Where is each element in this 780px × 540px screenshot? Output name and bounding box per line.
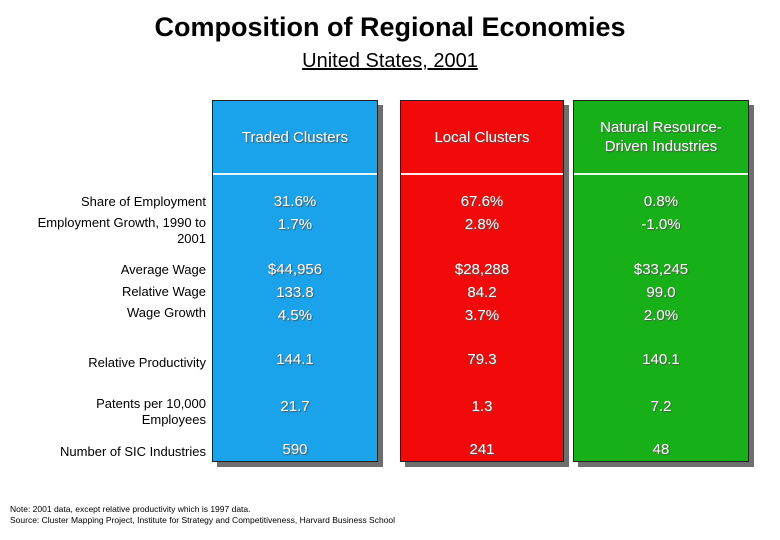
footnote-note: Note: 2001 data, except relative product…: [10, 504, 251, 514]
cell-relative-productivity: 144.1: [276, 351, 314, 368]
column-header-line: Driven Industries: [604, 138, 718, 155]
column-header-line: Local Clusters: [434, 128, 530, 146]
traded-clusters-panel: Traded Clusters 31.6% 1.7% $44,956 133.8…: [212, 100, 378, 462]
cell-employment-growth: -1.0%: [641, 216, 681, 233]
page-title: Composition of Regional Economies: [154, 12, 626, 42]
cell-average-wage: $33,245: [633, 261, 689, 278]
cell-share-of-employment: 0.8%: [643, 193, 679, 210]
column-header: Traded Clusters: [213, 101, 377, 173]
row-label-average-wage: Average Wage: [120, 262, 206, 277]
header-divider: [401, 173, 563, 175]
natural-resource-panel: Natural Resource- Driven Industries 0.8%…: [573, 100, 749, 462]
cell-wage-growth: 3.7%: [464, 307, 500, 324]
footnote-source: Source: Cluster Mapping Project, Institu…: [10, 515, 396, 525]
header-divider: [574, 173, 748, 175]
page-subtitle: United States, 2001: [302, 50, 478, 72]
cell-share-of-employment: 31.6%: [273, 193, 317, 210]
column-header-line: Traded Clusters: [241, 128, 349, 146]
footnote: Note: 2001 data, except relative product…: [10, 504, 395, 526]
cell-sic-industries: 241: [469, 441, 495, 458]
cell-patents: 21.7: [280, 398, 310, 415]
column-header-line: Natural Resource-: [600, 119, 722, 136]
row-label-line: Employment Growth, 1990 to: [37, 215, 206, 230]
row-label-share-of-employment: Share of Employment: [80, 194, 206, 209]
row-label-wage-growth: Wage Growth: [127, 305, 206, 320]
cell-average-wage: $44,956: [267, 261, 323, 278]
cell-employment-growth: 1.7%: [277, 216, 313, 233]
cell-relative-wage: 99.0: [646, 284, 676, 301]
row-label-relative-wage: Relative Wage: [121, 284, 206, 299]
cell-relative-productivity: 79.3: [467, 351, 497, 368]
row-label-patents: Patents per 10,000 Employees: [96, 396, 206, 428]
cell-relative-wage: 133.8: [276, 284, 314, 301]
cell-sic-industries: 590: [282, 441, 308, 458]
cell-wage-growth: 2.0%: [643, 307, 679, 324]
row-label-line: 2001: [177, 231, 206, 246]
cell-share-of-employment: 67.6%: [460, 193, 504, 210]
cell-average-wage: $28,288: [454, 261, 510, 278]
cell-employment-growth: 2.8%: [464, 216, 500, 233]
cell-relative-productivity: 140.1: [642, 351, 680, 368]
column-header: Natural Resource- Driven Industries: [574, 101, 748, 173]
row-label-employment-growth: Employment Growth, 1990 to 2001: [38, 215, 206, 247]
row-label-line: Employees: [141, 412, 206, 427]
cell-patents: 1.3: [471, 398, 493, 415]
header-divider: [213, 173, 377, 175]
row-label-sic-industries: Number of SIC Industries: [60, 444, 206, 459]
row-label-line: Patents per 10,000: [96, 396, 206, 411]
column-header: Local Clusters: [401, 101, 563, 173]
local-clusters-panel: Local Clusters 67.6% 2.8% $28,288 84.2 3…: [400, 100, 564, 462]
cell-relative-wage: 84.2: [467, 284, 497, 301]
cell-sic-industries: 48: [652, 441, 670, 458]
row-label-relative-productivity: Relative Productivity: [88, 355, 206, 370]
cell-patents: 7.2: [650, 398, 672, 415]
cell-wage-growth: 4.5%: [277, 307, 313, 324]
